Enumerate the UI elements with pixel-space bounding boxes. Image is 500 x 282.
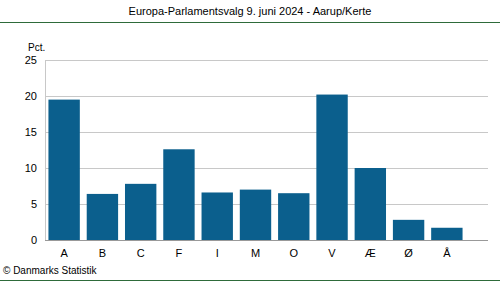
- y-tick-label: 0: [31, 234, 37, 246]
- y-tick-label: 10: [25, 162, 37, 174]
- bar: [202, 192, 233, 240]
- x-tick: B: [99, 240, 106, 259]
- x-tick-label: Ø: [404, 247, 413, 259]
- x-tick: O: [289, 240, 298, 259]
- bar: [163, 149, 194, 240]
- x-tick-label: I: [216, 247, 219, 259]
- bars: [48, 95, 462, 240]
- bar: [48, 100, 79, 240]
- x-tick-label: Å: [443, 247, 451, 259]
- grid: [45, 61, 488, 241]
- chart: Europa-Parlamentsvalg 9. juni 2024 - Aar…: [0, 0, 500, 282]
- footer-rule: [0, 280, 500, 281]
- x-tick: C: [137, 240, 145, 259]
- x-tick: Å: [443, 240, 451, 259]
- bar: [355, 168, 386, 240]
- y-tick: 20: [25, 90, 45, 102]
- x-tick-label: F: [176, 247, 183, 259]
- x-tick: M: [251, 240, 260, 259]
- bar: [316, 95, 347, 240]
- y-tick-label: 5: [31, 198, 37, 210]
- bar: [87, 194, 118, 240]
- x-tick-label: M: [251, 247, 260, 259]
- grid-line: [45, 168, 488, 169]
- y-tick: 5: [31, 198, 45, 210]
- x-tick: Ø: [404, 240, 413, 259]
- x-tick-label: C: [137, 247, 145, 259]
- y-tick: 25: [25, 54, 45, 66]
- x-tick-label: A: [60, 247, 68, 259]
- x-tick: I: [216, 240, 219, 259]
- x-tick: F: [176, 240, 183, 259]
- y-axis: 0 5 10 15 20 25: [25, 54, 46, 246]
- y-axis-line: [45, 61, 46, 241]
- grid-line: [45, 96, 488, 97]
- x-axis-line: [45, 240, 488, 241]
- x-tick-label: Æ: [365, 247, 376, 259]
- x-tick-label: O: [289, 247, 298, 259]
- x-tick: A: [60, 240, 68, 259]
- source: © Danmarks Statistik: [3, 265, 98, 276]
- grid-line: [45, 240, 488, 241]
- bar: [278, 193, 309, 240]
- grid-line: [45, 60, 488, 61]
- y-tick-label: 15: [25, 126, 37, 138]
- grid-line: [45, 132, 488, 133]
- bar: [431, 228, 462, 240]
- y-axis-title: Pct.: [28, 42, 45, 53]
- x-axis: ABCFIMOVÆØÅ: [45, 240, 488, 259]
- bar: [393, 220, 424, 240]
- y-tick: 15: [25, 126, 45, 138]
- x-tick: V: [328, 240, 336, 259]
- title: Europa-Parlamentsvalg 9. juni 2024 - Aar…: [129, 5, 372, 17]
- bar: [125, 184, 156, 240]
- x-tick-label: V: [328, 247, 336, 259]
- y-tick-label: 25: [25, 54, 37, 66]
- bar: [240, 190, 271, 240]
- x-tick: Æ: [365, 240, 376, 259]
- y-tick-label: 20: [25, 90, 37, 102]
- header-rule: [0, 22, 500, 23]
- x-tick-label: B: [99, 247, 106, 259]
- y-tick: 10: [25, 162, 45, 174]
- y-tick: 0: [31, 234, 45, 246]
